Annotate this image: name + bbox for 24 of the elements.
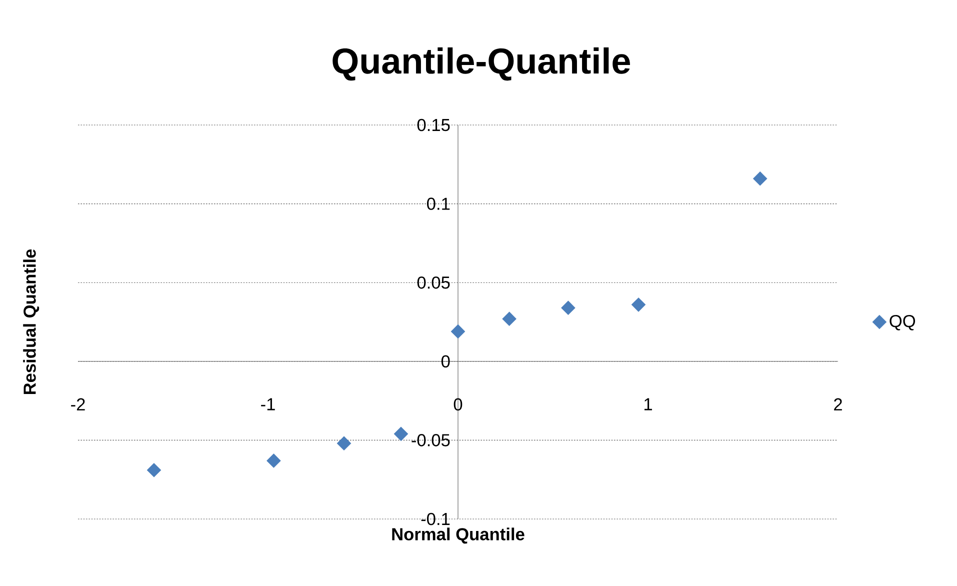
y-tick-label: 0.05 bbox=[417, 276, 450, 289]
x-axis-title: Normal Quantile bbox=[392, 528, 524, 544]
x-tick-label: 0 bbox=[454, 398, 462, 411]
point bbox=[631, 298, 646, 312]
x-tick-label: 2 bbox=[834, 398, 842, 410]
y-tick-label: 0.1 bbox=[427, 198, 450, 210]
y-tick-label: 0.15 bbox=[417, 118, 450, 132]
point bbox=[336, 436, 352, 450]
point bbox=[394, 426, 408, 441]
y-tick-label: -0.05 bbox=[412, 434, 450, 446]
x-tick-label: -1 bbox=[261, 398, 275, 410]
y-tick-label: 0 bbox=[441, 355, 450, 368]
legend-label: QQ bbox=[890, 314, 916, 330]
point bbox=[753, 172, 768, 186]
y-axis-title: Residual Quantile bbox=[23, 249, 40, 394]
x-tick-label: 1 bbox=[644, 398, 652, 410]
point bbox=[146, 463, 162, 478]
chart-title: Quantile-Quantile bbox=[332, 47, 630, 81]
y-tick-label: -0.1 bbox=[421, 512, 450, 526]
point bbox=[502, 312, 516, 326]
point bbox=[450, 324, 466, 339]
point bbox=[561, 300, 576, 315]
x-tick-label: -2 bbox=[71, 398, 85, 410]
point bbox=[266, 454, 281, 468]
